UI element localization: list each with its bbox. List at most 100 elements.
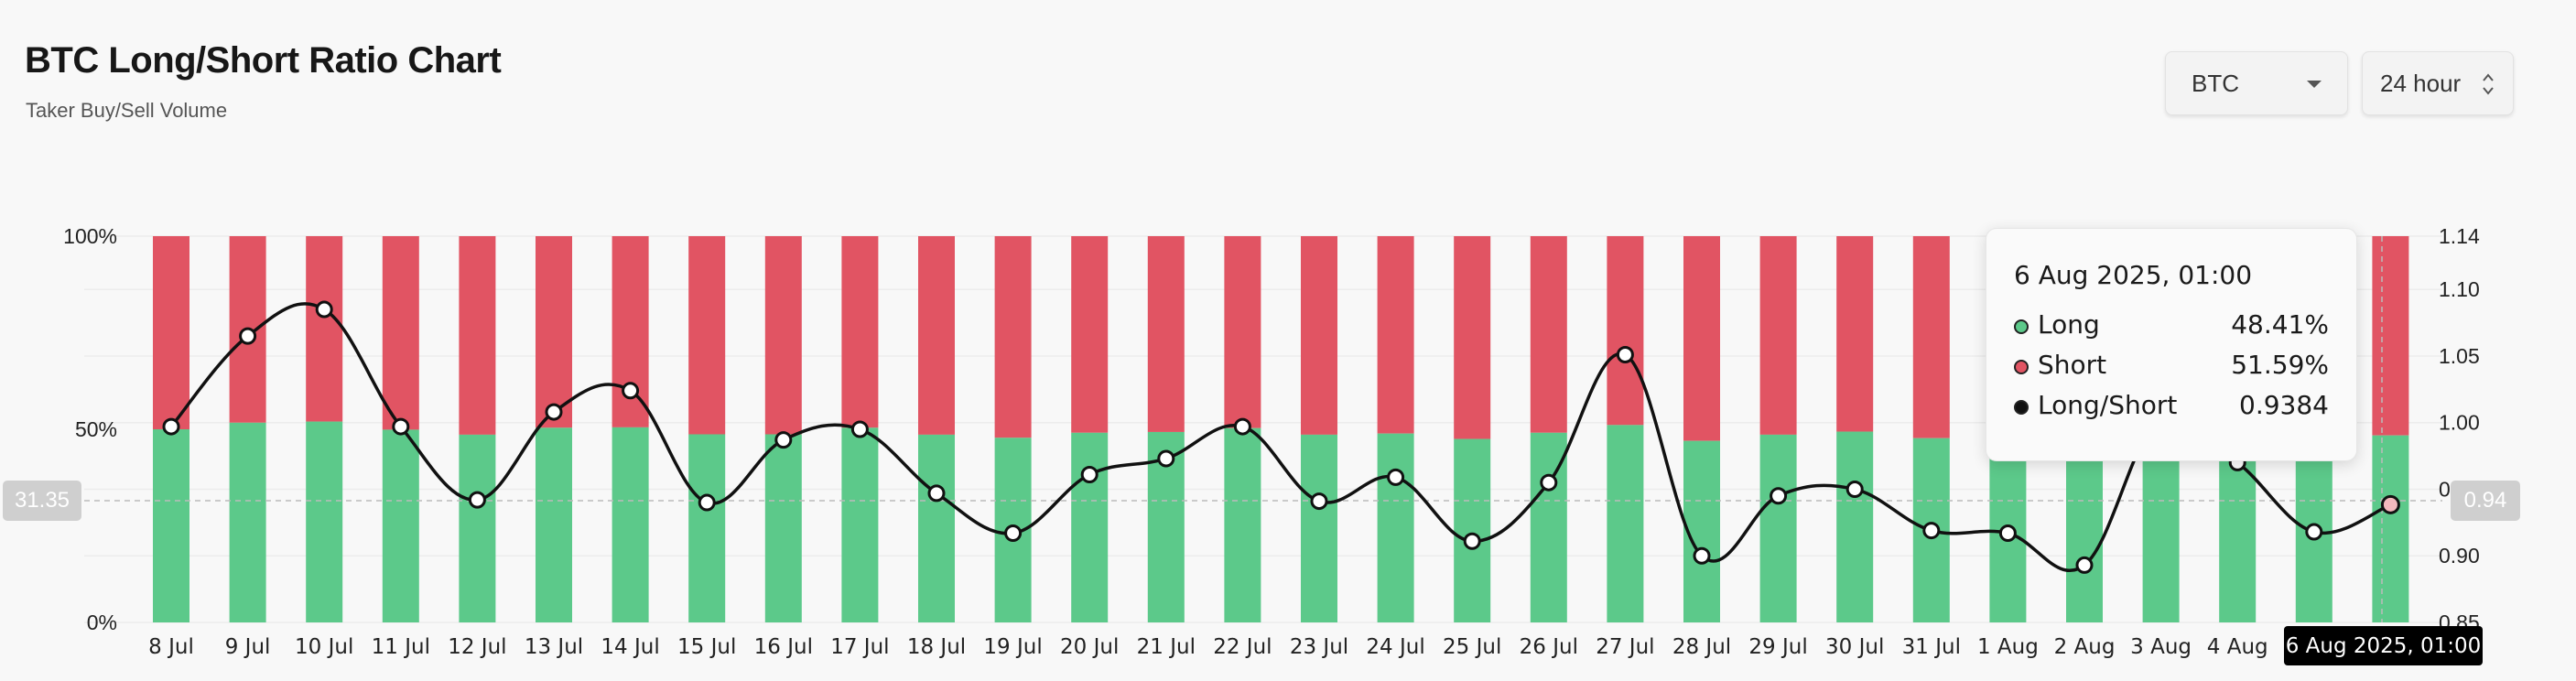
bar-long[interactable] (2066, 441, 2103, 622)
bar-long[interactable] (382, 429, 419, 622)
chevron-down-icon (2307, 81, 2322, 88)
bar-long[interactable] (153, 429, 189, 622)
bar-long[interactable] (229, 422, 266, 622)
ratio-point[interactable] (392, 417, 410, 436)
bar-short[interactable] (764, 236, 802, 435)
bar-short[interactable] (1147, 236, 1185, 432)
interval-select-value: 24 hour (2380, 69, 2462, 97)
ratio-point[interactable] (1770, 487, 1788, 505)
x-axis-tick: 10 Jul (295, 635, 353, 659)
bar-long[interactable] (1607, 425, 1644, 622)
ratio-point[interactable] (1463, 532, 1481, 550)
bar-long[interactable] (918, 434, 955, 622)
ratio-point[interactable] (1233, 417, 1251, 436)
left-axis-tick: 100% (63, 224, 117, 248)
ratio-point[interactable] (1004, 524, 1023, 543)
bar-short[interactable] (2372, 236, 2409, 436)
tooltip-value: 51.59% (2231, 350, 2329, 380)
ratio-point[interactable] (850, 420, 869, 438)
bar-short[interactable] (536, 236, 572, 428)
bar-short[interactable] (1683, 236, 1720, 441)
bar-short[interactable] (841, 236, 879, 428)
bar-long[interactable] (612, 427, 649, 622)
ratio-point[interactable] (774, 431, 793, 449)
ratio-point[interactable] (1998, 524, 2017, 543)
bar-short[interactable] (153, 236, 189, 429)
bar-short[interactable] (1607, 236, 1644, 426)
right-axis-tick: 1.10 (2439, 277, 2480, 301)
bar-short[interactable] (306, 236, 343, 422)
bar-short[interactable] (918, 236, 955, 435)
ratio-point[interactable] (622, 382, 640, 400)
bar-short[interactable] (1759, 236, 1797, 435)
bar-short[interactable] (1377, 236, 1414, 434)
page-title: BTC Long/Short Ratio Chart (25, 40, 502, 81)
ratio-point[interactable] (162, 417, 180, 436)
ratio-point[interactable] (1157, 449, 1175, 468)
ratio-point[interactable] (2305, 523, 2323, 541)
bar-long[interactable] (1454, 438, 1491, 622)
bar-short[interactable] (1224, 236, 1261, 428)
bar-long[interactable] (536, 427, 572, 622)
x-axis-tick: 12 Jul (448, 635, 506, 659)
bar-short[interactable] (1530, 236, 1567, 433)
ratio-point[interactable] (1616, 346, 1634, 364)
bar-short[interactable] (1071, 236, 1109, 433)
ratio-point[interactable] (1540, 473, 1558, 492)
ratio-point[interactable] (1387, 468, 1405, 486)
bar-short[interactable] (1912, 236, 1950, 438)
tooltip-label: Long/Short (2038, 390, 2178, 420)
ratio-point[interactable] (1693, 546, 1711, 565)
tooltip-title: 6 Aug 2025, 01:00 (2014, 260, 2253, 290)
bar-long[interactable] (1071, 432, 1109, 622)
ratio-point[interactable] (1922, 522, 1941, 540)
bar-long[interactable] (306, 421, 343, 622)
bar-long[interactable] (841, 427, 879, 622)
bar-long[interactable] (2142, 437, 2180, 622)
bar-short[interactable] (382, 236, 419, 430)
x-axis-tick: 19 Jul (983, 635, 1042, 659)
right-axis-tick: 1.05 (2439, 344, 2480, 368)
ratio-point[interactable] (2380, 494, 2400, 514)
ratio-point[interactable] (698, 493, 716, 512)
bar-short[interactable] (994, 236, 1032, 438)
x-axis-tick: 11 Jul (372, 635, 430, 659)
bar-long[interactable] (1836, 431, 1874, 622)
bar-long[interactable] (1301, 434, 1337, 622)
ratio-point[interactable] (1080, 465, 1099, 483)
ratio-point[interactable] (2075, 556, 2094, 574)
updown-chevron-icon (2483, 73, 2494, 95)
bar-short[interactable] (1836, 236, 1874, 432)
crosshair-date-label: 6 Aug 2025, 01:00 (2284, 626, 2483, 665)
x-axis-tick: 20 Jul (1060, 635, 1119, 659)
bar-short[interactable] (1301, 236, 1337, 435)
bar-long[interactable] (1759, 434, 1797, 622)
x-axis-tick: 2 Aug (2054, 635, 2116, 659)
bar-short[interactable] (1454, 236, 1491, 439)
bar-long[interactable] (459, 434, 496, 622)
ratio-point[interactable] (1310, 492, 1328, 511)
interval-select[interactable]: 24 hour (2362, 51, 2514, 115)
x-axis-tick: 4 Aug (2207, 635, 2268, 659)
bar-long[interactable] (1377, 433, 1414, 622)
bar-long[interactable] (764, 434, 802, 622)
ratio-point[interactable] (545, 403, 563, 421)
bar-short[interactable] (688, 236, 726, 435)
tooltip-row-ratio: Long/Short 0.9384 (2014, 390, 2329, 423)
ratio-point[interactable] (927, 484, 946, 503)
ratio-point[interactable] (468, 491, 486, 509)
bar-short[interactable] (459, 236, 496, 435)
short-dot-icon (2014, 360, 2029, 374)
x-axis-tick: 28 Jul (1672, 635, 1731, 659)
ratio-point[interactable] (1845, 480, 1864, 498)
ratio-point[interactable] (239, 327, 257, 345)
ratio-point[interactable] (315, 300, 333, 319)
x-axis-tick: 14 Jul (601, 635, 659, 659)
bar-long[interactable] (1224, 427, 1261, 622)
bar-long[interactable] (688, 434, 726, 622)
tooltip-value: 48.41% (2231, 309, 2329, 340)
symbol-select[interactable]: BTC (2165, 51, 2348, 115)
right-axis-tick: 1.00 (2439, 411, 2480, 435)
bar-long[interactable] (2372, 435, 2409, 622)
